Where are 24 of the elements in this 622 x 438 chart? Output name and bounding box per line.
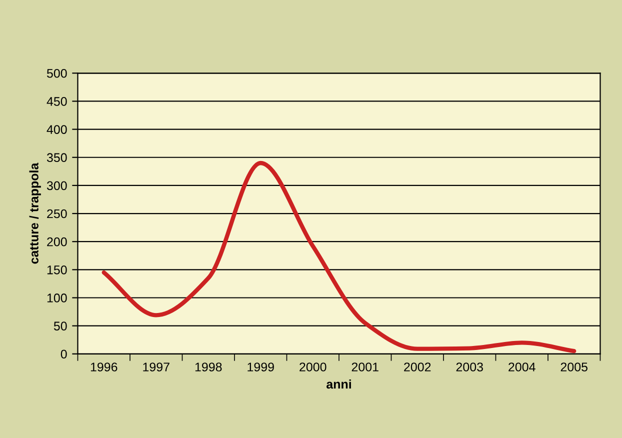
x-tick-label: 2003: [456, 362, 483, 372]
x-tick-label: 1999: [248, 362, 274, 372]
y-tick-label: 150: [47, 265, 67, 274]
y-tick-label: 400: [46, 125, 67, 134]
x-tick-label: 2002: [404, 362, 431, 372]
x-tick-label: 2001: [352, 362, 378, 372]
y-tick-label: 200: [47, 237, 67, 246]
x-tick-label: 1998: [195, 362, 222, 372]
x-tick-label: 1997: [143, 362, 170, 372]
y-tick-label: 500: [46, 68, 67, 78]
x-axis-title: anni: [326, 379, 351, 389]
line-series: [102, 160, 576, 354]
y-tick-label: 50: [54, 322, 67, 330]
x-tick-label: 2005: [560, 362, 588, 372]
x-tick-label: 1996: [90, 362, 118, 372]
y-tick-label: 450: [46, 97, 67, 106]
y-axis-title: catture / trappola: [29, 162, 41, 264]
x-tick-label: 2000: [300, 362, 326, 372]
y-tick-label: 250: [47, 209, 67, 218]
y-tick-label: 350: [46, 153, 67, 162]
y-tick-label: 300: [46, 181, 67, 190]
y-tick-label: 100: [47, 294, 67, 302]
x-tick-label: 2004: [508, 362, 536, 372]
y-tick-label: 0: [60, 350, 67, 359]
